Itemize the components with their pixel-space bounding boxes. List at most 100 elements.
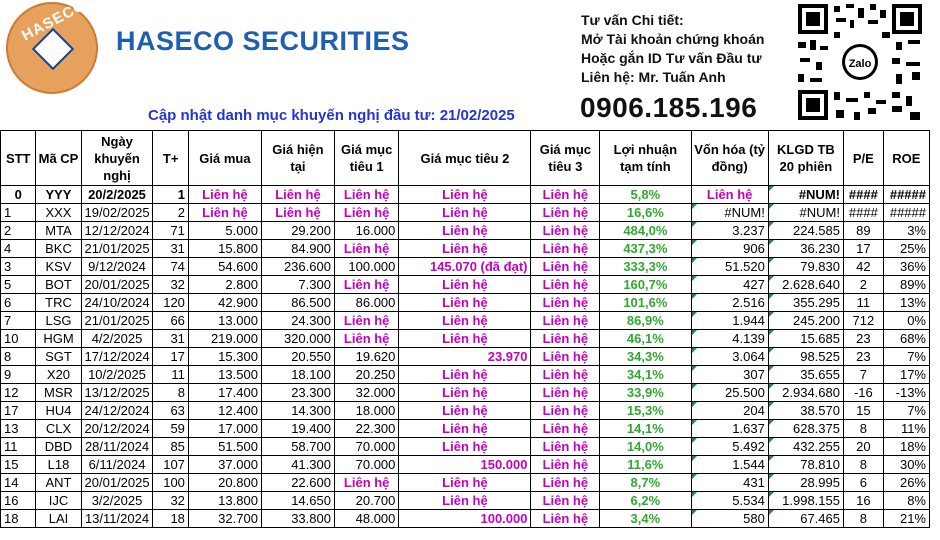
cell-avg-volume: 38.570 bbox=[767, 401, 844, 420]
cell-target-2: 23.970 bbox=[398, 347, 532, 366]
cell-current-price: 19.400 bbox=[260, 419, 335, 438]
cell-market-cap: 427 bbox=[690, 275, 769, 294]
cell-target-1: Liên hệ bbox=[333, 311, 400, 330]
cell-target-1: 20.250 bbox=[333, 365, 400, 384]
cell-target-1: 100.000 bbox=[333, 257, 400, 276]
cell-avg-volume: 28.995 bbox=[767, 473, 844, 492]
cell-market-cap: 431 bbox=[690, 473, 769, 492]
company-name: HASECO SECURITIES bbox=[116, 26, 410, 56]
cell-avg-volume: 79.830 bbox=[767, 257, 844, 276]
cell-ticker: BOT bbox=[35, 275, 82, 294]
table-row: 4 BKC 21/01/2025 31 15.800 84.900 Liên hệ Liên … bbox=[0, 239, 931, 258]
cell-rec-date: 4/2/2025 bbox=[80, 329, 154, 348]
cell-target-3: Liên hệ bbox=[530, 329, 601, 348]
cell-market-cap: 580 bbox=[690, 509, 769, 528]
cell-current-price: 14.650 bbox=[260, 491, 335, 510]
cell-current-price: 14.300 bbox=[260, 401, 335, 420]
cell-avg-volume: 2.934.680 bbox=[767, 383, 844, 402]
cell-buy-price: 17.000 bbox=[187, 419, 262, 438]
cell-target-2: 150.000 bbox=[398, 455, 532, 474]
cell-current-price: Liên hệ bbox=[260, 203, 335, 222]
cell-pe: -16 bbox=[842, 383, 884, 402]
contact-line-3: Hoặc gắn ID Tư vấn Đầu tư bbox=[581, 50, 762, 66]
cell-roe: 8% bbox=[882, 491, 931, 510]
cell-pe: #### bbox=[842, 185, 884, 204]
cell-avg-volume: 2.628.640 bbox=[767, 275, 844, 294]
contact-phone: 0906.185.196 bbox=[580, 92, 758, 123]
cell-rec-date: 13/11/2024 bbox=[80, 509, 154, 528]
cell-target-1: 32.000 bbox=[333, 383, 400, 402]
cell-roe: ##### bbox=[882, 185, 931, 204]
cell-buy-price: 13.500 bbox=[187, 365, 262, 384]
cell-pe: 15 bbox=[842, 401, 884, 420]
cell-roe: 36% bbox=[882, 257, 931, 276]
cell-t-plus: 1 bbox=[152, 185, 189, 204]
cell-target-2: 100.000 bbox=[398, 509, 532, 528]
cell-ticker: DBD bbox=[35, 437, 82, 456]
cell-avg-volume: #NUM! bbox=[767, 185, 844, 204]
cell-buy-price: Liên hệ bbox=[187, 203, 262, 222]
cell-avg-volume: 15.685 bbox=[767, 329, 844, 348]
cell-avg-volume: 355.295 bbox=[767, 293, 844, 312]
cell-stt: 0 bbox=[0, 185, 37, 204]
cell-target-2: Liên hệ bbox=[398, 329, 532, 348]
cell-buy-price: 219.000 bbox=[187, 329, 262, 348]
cell-ticker: BKC bbox=[35, 239, 82, 258]
cell-profit: 333,3% bbox=[599, 257, 692, 276]
cell-t-plus: 18 bbox=[152, 509, 189, 528]
cell-roe: -13% bbox=[882, 383, 931, 402]
cell-target-2: Liên hệ bbox=[398, 275, 532, 294]
cell-ticker: X20 bbox=[35, 365, 82, 384]
table-row: 3 KSV 9/12/2024 74 54.600 236.600 100.000 145.0… bbox=[0, 257, 931, 276]
cell-t-plus: 74 bbox=[152, 257, 189, 276]
cell-avg-volume: 36.230 bbox=[767, 239, 844, 258]
table-row: 7 LSG 21/01/2025 66 13.000 24.300 Liên hệ Liên … bbox=[0, 311, 931, 330]
column-header-target-3: Giá mục tiêu 3 bbox=[530, 130, 601, 186]
cell-market-cap: 1.944 bbox=[690, 311, 769, 330]
cell-rec-date: 13/12/2025 bbox=[80, 383, 154, 402]
cell-rec-date: 21/01/2025 bbox=[80, 239, 154, 258]
cell-avg-volume: 432.255 bbox=[767, 437, 844, 456]
cell-pe: 8 bbox=[842, 509, 884, 528]
cell-stt: 17 bbox=[0, 401, 37, 420]
table-row: 8 SGT 17/12/2024 17 15.300 20.550 19.620 23.970… bbox=[0, 347, 931, 366]
cell-target-3: Liên hệ bbox=[530, 239, 601, 258]
cell-ticker: TRC bbox=[35, 293, 82, 312]
cell-stt: 1 bbox=[0, 203, 37, 222]
cell-target-1: 48.000 bbox=[333, 509, 400, 528]
cell-target-1: Liên hệ bbox=[333, 473, 400, 492]
cell-roe: 89% bbox=[882, 275, 931, 294]
cell-stt: 16 bbox=[0, 491, 37, 510]
column-header-market-cap: Vốn hóa (tỷ đồng) bbox=[690, 130, 769, 186]
cell-profit: 14,0% bbox=[599, 437, 692, 456]
cell-t-plus: 32 bbox=[152, 491, 189, 510]
cell-target-1: 86.000 bbox=[333, 293, 400, 312]
cell-target-1: Liên hệ bbox=[333, 239, 400, 258]
cell-target-3: Liên hệ bbox=[530, 491, 601, 510]
cell-ticker: XXX bbox=[35, 203, 82, 222]
cell-current-price: 41.300 bbox=[260, 455, 335, 474]
cell-current-price: 320.000 bbox=[260, 329, 335, 348]
company-logo: HASECO bbox=[6, 0, 98, 94]
cell-profit: 86,9% bbox=[599, 311, 692, 330]
cell-avg-volume: #NUM! bbox=[767, 203, 844, 222]
cell-profit: 484,0% bbox=[599, 221, 692, 240]
cell-market-cap: 906 bbox=[690, 239, 769, 258]
cell-roe: 17% bbox=[882, 365, 931, 384]
cell-current-price: 86.500 bbox=[260, 293, 335, 312]
cell-t-plus: 66 bbox=[152, 311, 189, 330]
cell-market-cap: 51.520 bbox=[690, 257, 769, 276]
cell-t-plus: 107 bbox=[152, 455, 189, 474]
cell-stt: 4 bbox=[0, 239, 37, 258]
cell-avg-volume: 1.998.155 bbox=[767, 491, 844, 510]
cell-t-plus: 11 bbox=[152, 365, 189, 384]
cell-stt: 6 bbox=[0, 293, 37, 312]
cell-ticker: HU4 bbox=[35, 401, 82, 420]
cell-roe: 25% bbox=[882, 239, 931, 258]
cell-pe: 42 bbox=[842, 257, 884, 276]
cell-market-cap: 25.500 bbox=[690, 383, 769, 402]
cell-rec-date: 9/12/2024 bbox=[80, 257, 154, 276]
cell-target-2: Liên hệ bbox=[398, 419, 532, 438]
cell-roe: 7% bbox=[882, 347, 931, 366]
cell-pe: 20 bbox=[842, 437, 884, 456]
